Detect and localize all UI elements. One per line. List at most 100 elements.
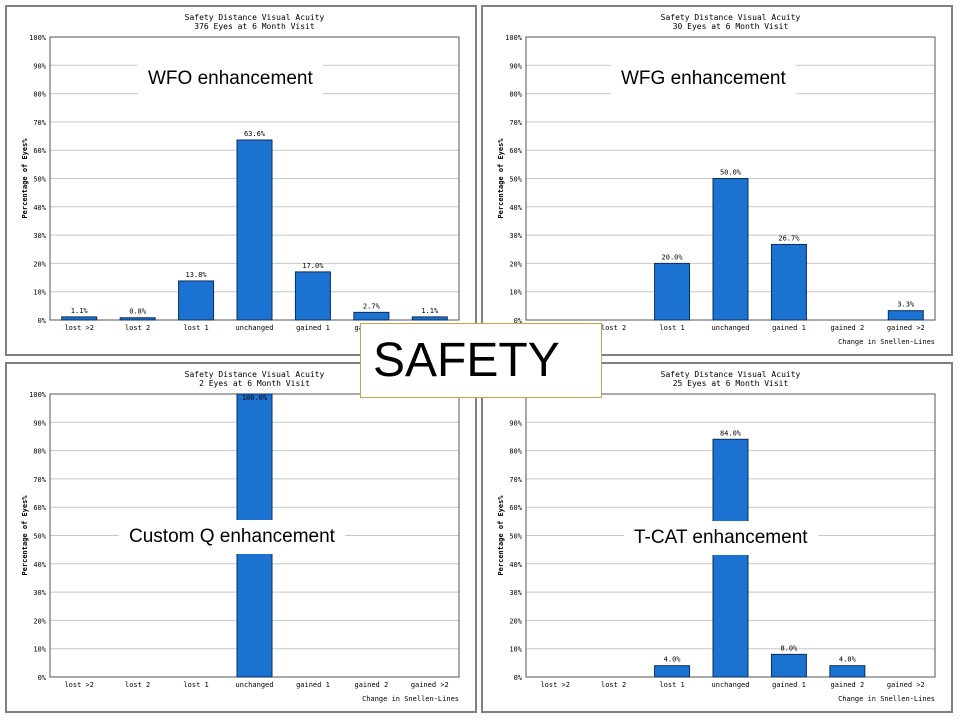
bar-lost-1 xyxy=(178,280,215,321)
y-tick-label: 60% xyxy=(509,147,522,155)
x-tick-label: lost 2 xyxy=(601,681,626,689)
x-tick-label: lost 1 xyxy=(183,681,208,689)
y-tick-label: 40% xyxy=(509,204,522,212)
bar-lost-1 xyxy=(654,665,691,678)
bar-lost-2 xyxy=(119,317,156,321)
x-axis-label: Change in Snellen-Lines xyxy=(362,695,459,703)
x-tick-label: lost >2 xyxy=(64,324,94,332)
y-tick-label: 50% xyxy=(509,533,522,541)
y-tick-label: 30% xyxy=(33,232,46,240)
bar-unchanged xyxy=(712,178,749,321)
x-tick-label: lost 2 xyxy=(125,324,150,332)
x-tick-label: lost >2 xyxy=(540,681,570,689)
chart-title: Safety Distance Visual Acuity xyxy=(661,13,801,22)
y-tick-label: 80% xyxy=(33,448,46,456)
data-label: 100.0% xyxy=(242,394,268,402)
bar-unchanged xyxy=(236,139,273,321)
x-tick-label: gained >2 xyxy=(887,681,925,689)
bar-gained-1 xyxy=(770,243,807,321)
chart-subtitle: 25 Eyes at 6 Month Visit xyxy=(673,379,789,388)
y-tick-label: 80% xyxy=(509,91,522,99)
data-label: 63.6% xyxy=(244,130,266,138)
x-tick-label: unchanged xyxy=(236,681,274,689)
y-tick-label: 90% xyxy=(33,419,46,427)
y-tick-label: 40% xyxy=(33,204,46,212)
data-label: 4.0% xyxy=(664,656,682,664)
data-label: 13.8% xyxy=(186,271,208,279)
y-tick-label: 10% xyxy=(33,646,46,654)
x-tick-label: gained 2 xyxy=(830,324,864,332)
chart-title: Safety Distance Visual Acuity xyxy=(185,13,325,22)
bar-gained-1 xyxy=(770,653,807,678)
data-label: 1.1% xyxy=(71,307,89,315)
y-tick-label: 60% xyxy=(33,504,46,512)
y-tick-label: 100% xyxy=(29,34,47,42)
x-tick-label: lost 1 xyxy=(183,324,208,332)
chart-subtitle: 2 Eyes at 6 Month Visit xyxy=(199,379,310,388)
y-tick-label: 20% xyxy=(509,617,522,625)
bar-gained-2 xyxy=(353,311,390,321)
y-tick-label: 90% xyxy=(509,419,522,427)
y-axis-label: Percentage of Eyes% xyxy=(497,138,505,219)
enhancement-label-wfo: WFO enhancement xyxy=(138,62,323,96)
y-tick-label: 30% xyxy=(509,232,522,240)
y-tick-label: 20% xyxy=(33,260,46,268)
x-axis-label: Change in Snellen-Lines xyxy=(838,695,935,703)
chart-title: Safety Distance Visual Acuity xyxy=(661,370,801,379)
x-tick-label: unchanged xyxy=(712,681,750,689)
y-tick-label: 40% xyxy=(509,561,522,569)
y-tick-label: 0% xyxy=(38,317,47,325)
data-label: 4.0% xyxy=(839,656,857,664)
enhancement-label-tcat: T-CAT enhancement xyxy=(624,521,818,555)
x-tick-label: lost 1 xyxy=(659,681,684,689)
x-tick-label: lost 2 xyxy=(125,681,150,689)
y-tick-label: 50% xyxy=(33,176,46,184)
y-tick-label: 70% xyxy=(509,119,522,127)
y-tick-label: 60% xyxy=(509,504,522,512)
chart-panel-wfg: Safety Distance Visual Acuity 30 Eyes at … xyxy=(481,5,953,356)
x-tick-label: gained 1 xyxy=(296,681,330,689)
data-label: 84.0% xyxy=(720,429,742,437)
y-tick-label: 80% xyxy=(33,91,46,99)
bar-lost-1 xyxy=(654,262,691,321)
bar-gained-2 xyxy=(411,316,448,321)
data-label: 0.8% xyxy=(129,308,147,316)
bar-gained-1 xyxy=(294,271,331,321)
y-tick-label: 100% xyxy=(505,34,523,42)
chart-title: Safety Distance Visual Acuity xyxy=(185,370,325,379)
data-label: 1.1% xyxy=(421,307,439,315)
x-tick-label: gained 1 xyxy=(772,681,806,689)
data-label: 20.0% xyxy=(662,253,684,261)
y-tick-label: 60% xyxy=(33,147,46,155)
y-tick-label: 50% xyxy=(509,176,522,184)
bar-gained-2 xyxy=(829,665,866,678)
x-tick-label: gained >2 xyxy=(411,681,449,689)
x-tick-label: lost 1 xyxy=(659,324,684,332)
data-label: 17.0% xyxy=(302,262,324,270)
y-tick-label: 80% xyxy=(509,448,522,456)
data-label: 3.3% xyxy=(897,301,915,309)
x-tick-label: gained 1 xyxy=(772,324,806,332)
x-tick-label: lost 2 xyxy=(601,324,626,332)
enhancement-label-custom-q: Custom Q enhancement xyxy=(119,520,345,554)
x-tick-label: gained 2 xyxy=(830,681,864,689)
y-tick-label: 0% xyxy=(38,674,47,682)
chart-panel-custom-q: Safety Distance Visual Acuity 2 Eyes at 6… xyxy=(5,362,477,713)
x-tick-label: gained 1 xyxy=(296,324,330,332)
y-tick-label: 50% xyxy=(33,533,46,541)
y-tick-label: 70% xyxy=(509,476,522,484)
data-label: 8.0% xyxy=(780,644,798,652)
y-tick-label: 10% xyxy=(509,289,522,297)
y-tick-label: 0% xyxy=(514,674,523,682)
y-tick-label: 90% xyxy=(33,62,46,70)
y-tick-label: 20% xyxy=(509,260,522,268)
x-tick-label: gained 2 xyxy=(354,681,388,689)
chart-panel-wfo: Safety Distance Visual Acuity 376 Eyes at… xyxy=(5,5,477,356)
bar-gained-2 xyxy=(887,310,924,321)
y-tick-label: 0% xyxy=(514,317,523,325)
data-label: 2.7% xyxy=(363,302,381,310)
y-tick-label: 30% xyxy=(509,589,522,597)
